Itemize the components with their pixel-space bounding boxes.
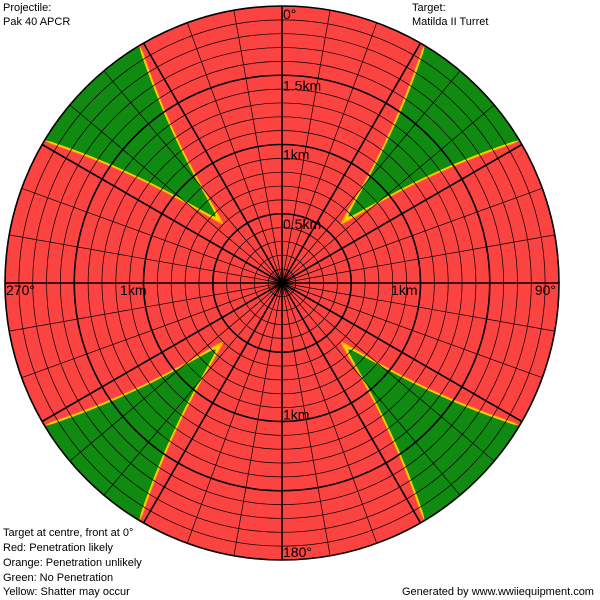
polar-grid	[4, 5, 560, 561]
spoke	[281, 10, 331, 284]
legend-yellow: Yellow: Shatter may occur	[3, 586, 130, 598]
range-label: 1km	[283, 147, 309, 163]
legend-orientation-note: Target at centre, front at 0°	[3, 527, 134, 539]
zone-green	[44, 349, 216, 521]
penetration-zones	[5, 6, 559, 560]
range-label: 1.5km	[283, 77, 321, 93]
axis-labels: 0° 90° 180° 270° 1.5km 1km 0.5km 1km 1km 1km	[6, 6, 556, 560]
target-caption: Target:	[412, 2, 446, 14]
spoke	[186, 282, 283, 544]
spoke	[281, 187, 543, 284]
angle-label: 270°	[6, 282, 35, 298]
spoke	[281, 282, 543, 379]
spoke	[233, 282, 283, 556]
legend-orange: Orange: Penetration unlikely	[3, 557, 142, 569]
spoke	[281, 22, 378, 284]
major-spoke	[142, 42, 283, 284]
spoke	[9, 282, 283, 332]
spoke	[103, 70, 283, 284]
spoke	[281, 234, 555, 284]
no-penetration-sector	[340, 45, 520, 225]
spoke	[69, 282, 283, 462]
angle-label: 0°	[283, 6, 296, 22]
no-penetration-sector	[44, 45, 224, 225]
range-label: 1km	[120, 282, 146, 298]
spoke	[186, 22, 283, 284]
spoke	[233, 10, 283, 284]
major-spoke	[41, 143, 283, 284]
major-spoke	[281, 282, 523, 423]
spoke	[281, 104, 495, 284]
no-penetration-sector	[340, 341, 520, 521]
angle-label: 90°	[535, 282, 556, 298]
credit-text: Generated by www.wwiiequipment.com	[402, 586, 594, 598]
spoke	[69, 104, 283, 284]
spoke	[281, 282, 331, 556]
target-name: Matilda II Turret	[412, 16, 489, 28]
spoke	[281, 282, 555, 332]
zone-green	[348, 45, 520, 217]
range-label: 0.5km	[283, 216, 321, 232]
major-spoke	[281, 42, 422, 284]
no-penetration-sector	[44, 341, 224, 521]
spoke	[21, 187, 283, 284]
zone-green	[44, 45, 216, 217]
spoke	[21, 282, 283, 379]
legend-green: Green: No Penetration	[3, 572, 114, 584]
spoke	[103, 282, 283, 496]
major-spoke	[281, 143, 523, 284]
range-label: 1km	[283, 407, 309, 423]
range-label: 1km	[391, 282, 417, 298]
projectile-caption: Projectile:	[3, 2, 52, 14]
major-spoke	[142, 282, 283, 524]
spoke	[281, 282, 378, 544]
major-spoke	[281, 282, 422, 524]
spoke	[281, 282, 461, 496]
spoke	[281, 282, 495, 462]
spoke	[9, 234, 283, 284]
zone-green	[348, 349, 520, 521]
major-spoke	[41, 282, 283, 423]
angle-label: 180°	[283, 544, 312, 560]
legend-red: Red: Penetration likely	[3, 542, 114, 554]
spoke	[281, 70, 461, 284]
projectile-name: Pak 40 APCR	[3, 16, 71, 28]
